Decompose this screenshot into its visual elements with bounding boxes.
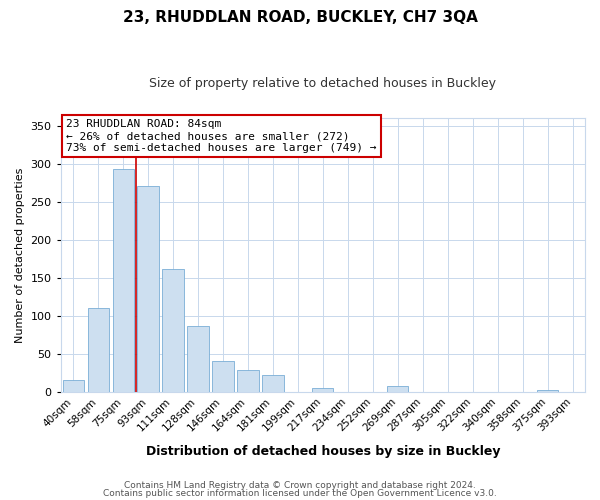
Bar (113, 169, 134, 392)
Text: 23 RHUDDLAN ROAD: 84sqm
← 26% of detached houses are smaller (272)
73% of semi-d: 23 RHUDDLAN ROAD: 84sqm ← 26% of detache… (66, 120, 376, 152)
Text: 23, RHUDDLAN ROAD, BUCKLEY, CH7 3QA: 23, RHUDDLAN ROAD, BUCKLEY, CH7 3QA (122, 10, 478, 25)
X-axis label: Distribution of detached houses by size in Buckley: Distribution of detached houses by size … (146, 444, 500, 458)
Bar (187, 326, 209, 392)
Bar (163, 268, 184, 392)
Bar (62, 380, 84, 392)
Bar (137, 186, 159, 392)
Title: Size of property relative to detached houses in Buckley: Size of property relative to detached ho… (149, 78, 496, 90)
Bar (262, 375, 284, 392)
Bar (238, 370, 259, 392)
Y-axis label: Number of detached properties: Number of detached properties (15, 167, 25, 342)
Bar (387, 386, 409, 392)
Bar (212, 362, 233, 392)
Bar (88, 308, 109, 392)
Bar (537, 390, 558, 392)
Text: Contains HM Land Registry data © Crown copyright and database right 2024.: Contains HM Land Registry data © Crown c… (124, 481, 476, 490)
Bar (312, 388, 334, 392)
Text: Contains public sector information licensed under the Open Government Licence v3: Contains public sector information licen… (103, 488, 497, 498)
